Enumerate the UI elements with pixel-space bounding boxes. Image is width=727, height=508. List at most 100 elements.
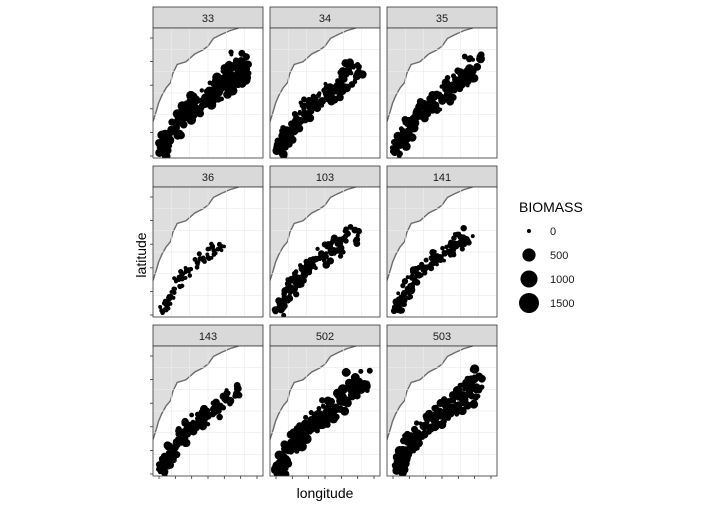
biomass-point: [282, 457, 287, 461]
biomass-point: [284, 295, 288, 300]
legend-key-label: 1000: [550, 274, 574, 286]
biomass-point: [180, 275, 184, 280]
biomass-point: [430, 413, 436, 419]
biomass-point: [431, 108, 436, 114]
biomass-point: [306, 99, 316, 109]
biomass-point: [340, 73, 345, 78]
biomass-point: [400, 295, 407, 302]
biomass-point: [325, 90, 333, 98]
biomass-point: [210, 405, 216, 411]
biomass-point: [214, 95, 222, 103]
biomass-point: [315, 93, 321, 99]
biomass-point: [187, 101, 193, 107]
biomass-point: [291, 436, 298, 443]
biomass-point: [345, 58, 354, 67]
biomass-point: [395, 296, 402, 303]
biomass-point: [194, 264, 200, 270]
biomass-point: [171, 286, 177, 292]
biomass-point: [323, 404, 332, 414]
biomass-point: [428, 417, 434, 422]
facet-panel: 34: [269, 6, 381, 159]
biomass-point: [280, 308, 285, 313]
biomass-point: [173, 451, 181, 459]
biomass-point: [402, 446, 408, 453]
biomass-point: [393, 460, 398, 466]
biomass-point: [470, 364, 480, 374]
biomass-point: [458, 393, 469, 404]
biomass-point: [159, 145, 168, 153]
biomass-point: [470, 57, 475, 62]
coastline: [387, 346, 473, 440]
biomass-point: [220, 74, 226, 81]
biomass-point: [433, 255, 441, 262]
biomass-point: [337, 240, 344, 247]
biomass-point: [399, 132, 406, 139]
biomass-point: [406, 136, 412, 141]
biomass-point: [310, 93, 317, 100]
biomass-point: [205, 421, 211, 427]
biomass-point: [473, 62, 482, 71]
biomass-point: [429, 249, 437, 256]
biomass-point: [288, 287, 295, 294]
biomass-point: [181, 272, 186, 276]
biomass-point: [168, 118, 176, 126]
legend-key-symbol: [522, 248, 536, 262]
land-area: [153, 187, 263, 281]
biomass-point: [166, 443, 174, 451]
biomass-point: [284, 280, 292, 288]
biomass-point: [315, 246, 320, 252]
biomass-point: [422, 428, 427, 433]
biomass-point: [324, 251, 329, 255]
biomass-point: [229, 52, 234, 57]
land-area: [387, 28, 497, 122]
biomass-point: [298, 264, 306, 273]
biomass-point: [465, 83, 470, 88]
biomass-point: [187, 273, 193, 278]
biomass-point: [440, 409, 447, 416]
biomass-point: [347, 378, 352, 384]
biomass-point: [339, 396, 349, 406]
biomass-point: [210, 400, 217, 406]
biomass-point: [345, 231, 351, 237]
legend-title: BIOMASS: [519, 199, 583, 215]
biomass-point: [326, 257, 335, 265]
biomass-point: [189, 267, 193, 272]
biomass-point: [476, 57, 481, 62]
land-area: [153, 346, 263, 440]
biomass-point: [316, 405, 322, 411]
biomass-point: [461, 53, 468, 60]
x-axis-title: longitude: [297, 485, 354, 501]
biomass-point: [459, 382, 465, 388]
facet-panel: 33: [150, 6, 264, 159]
y-axis-title: latitude: [133, 232, 149, 277]
facet-panel: 502: [269, 324, 381, 479]
biomass-point: [236, 58, 243, 65]
biomass-point: [206, 86, 216, 97]
biomass-point: [358, 70, 367, 79]
biomass-point: [353, 77, 357, 82]
biomass-point: [311, 423, 320, 431]
biomass-point: [457, 70, 465, 78]
biomass-point: [183, 266, 188, 270]
biomass-point: [334, 87, 341, 94]
coastline: [153, 346, 239, 440]
coastline: [270, 346, 356, 440]
legend-key-label: 1500: [550, 298, 574, 310]
biomass-point: [196, 251, 202, 257]
biomass-point: [350, 373, 360, 382]
biomass-point: [344, 73, 350, 78]
biomass-point: [451, 235, 457, 241]
biomass-point: [163, 302, 169, 307]
facet-panel: 103: [269, 165, 381, 318]
biomass-point: [223, 90, 232, 99]
facet-label: 35: [436, 13, 448, 25]
biomass-point: [181, 435, 186, 440]
biomass-point: [319, 251, 324, 256]
biomass-point: [466, 74, 472, 80]
biomass-point: [288, 120, 296, 128]
biomass-point: [457, 77, 463, 84]
biomass-point: [209, 241, 214, 247]
biomass-point: [409, 442, 418, 451]
facet-panel: 503: [386, 324, 498, 479]
biomass-point: [355, 227, 362, 235]
